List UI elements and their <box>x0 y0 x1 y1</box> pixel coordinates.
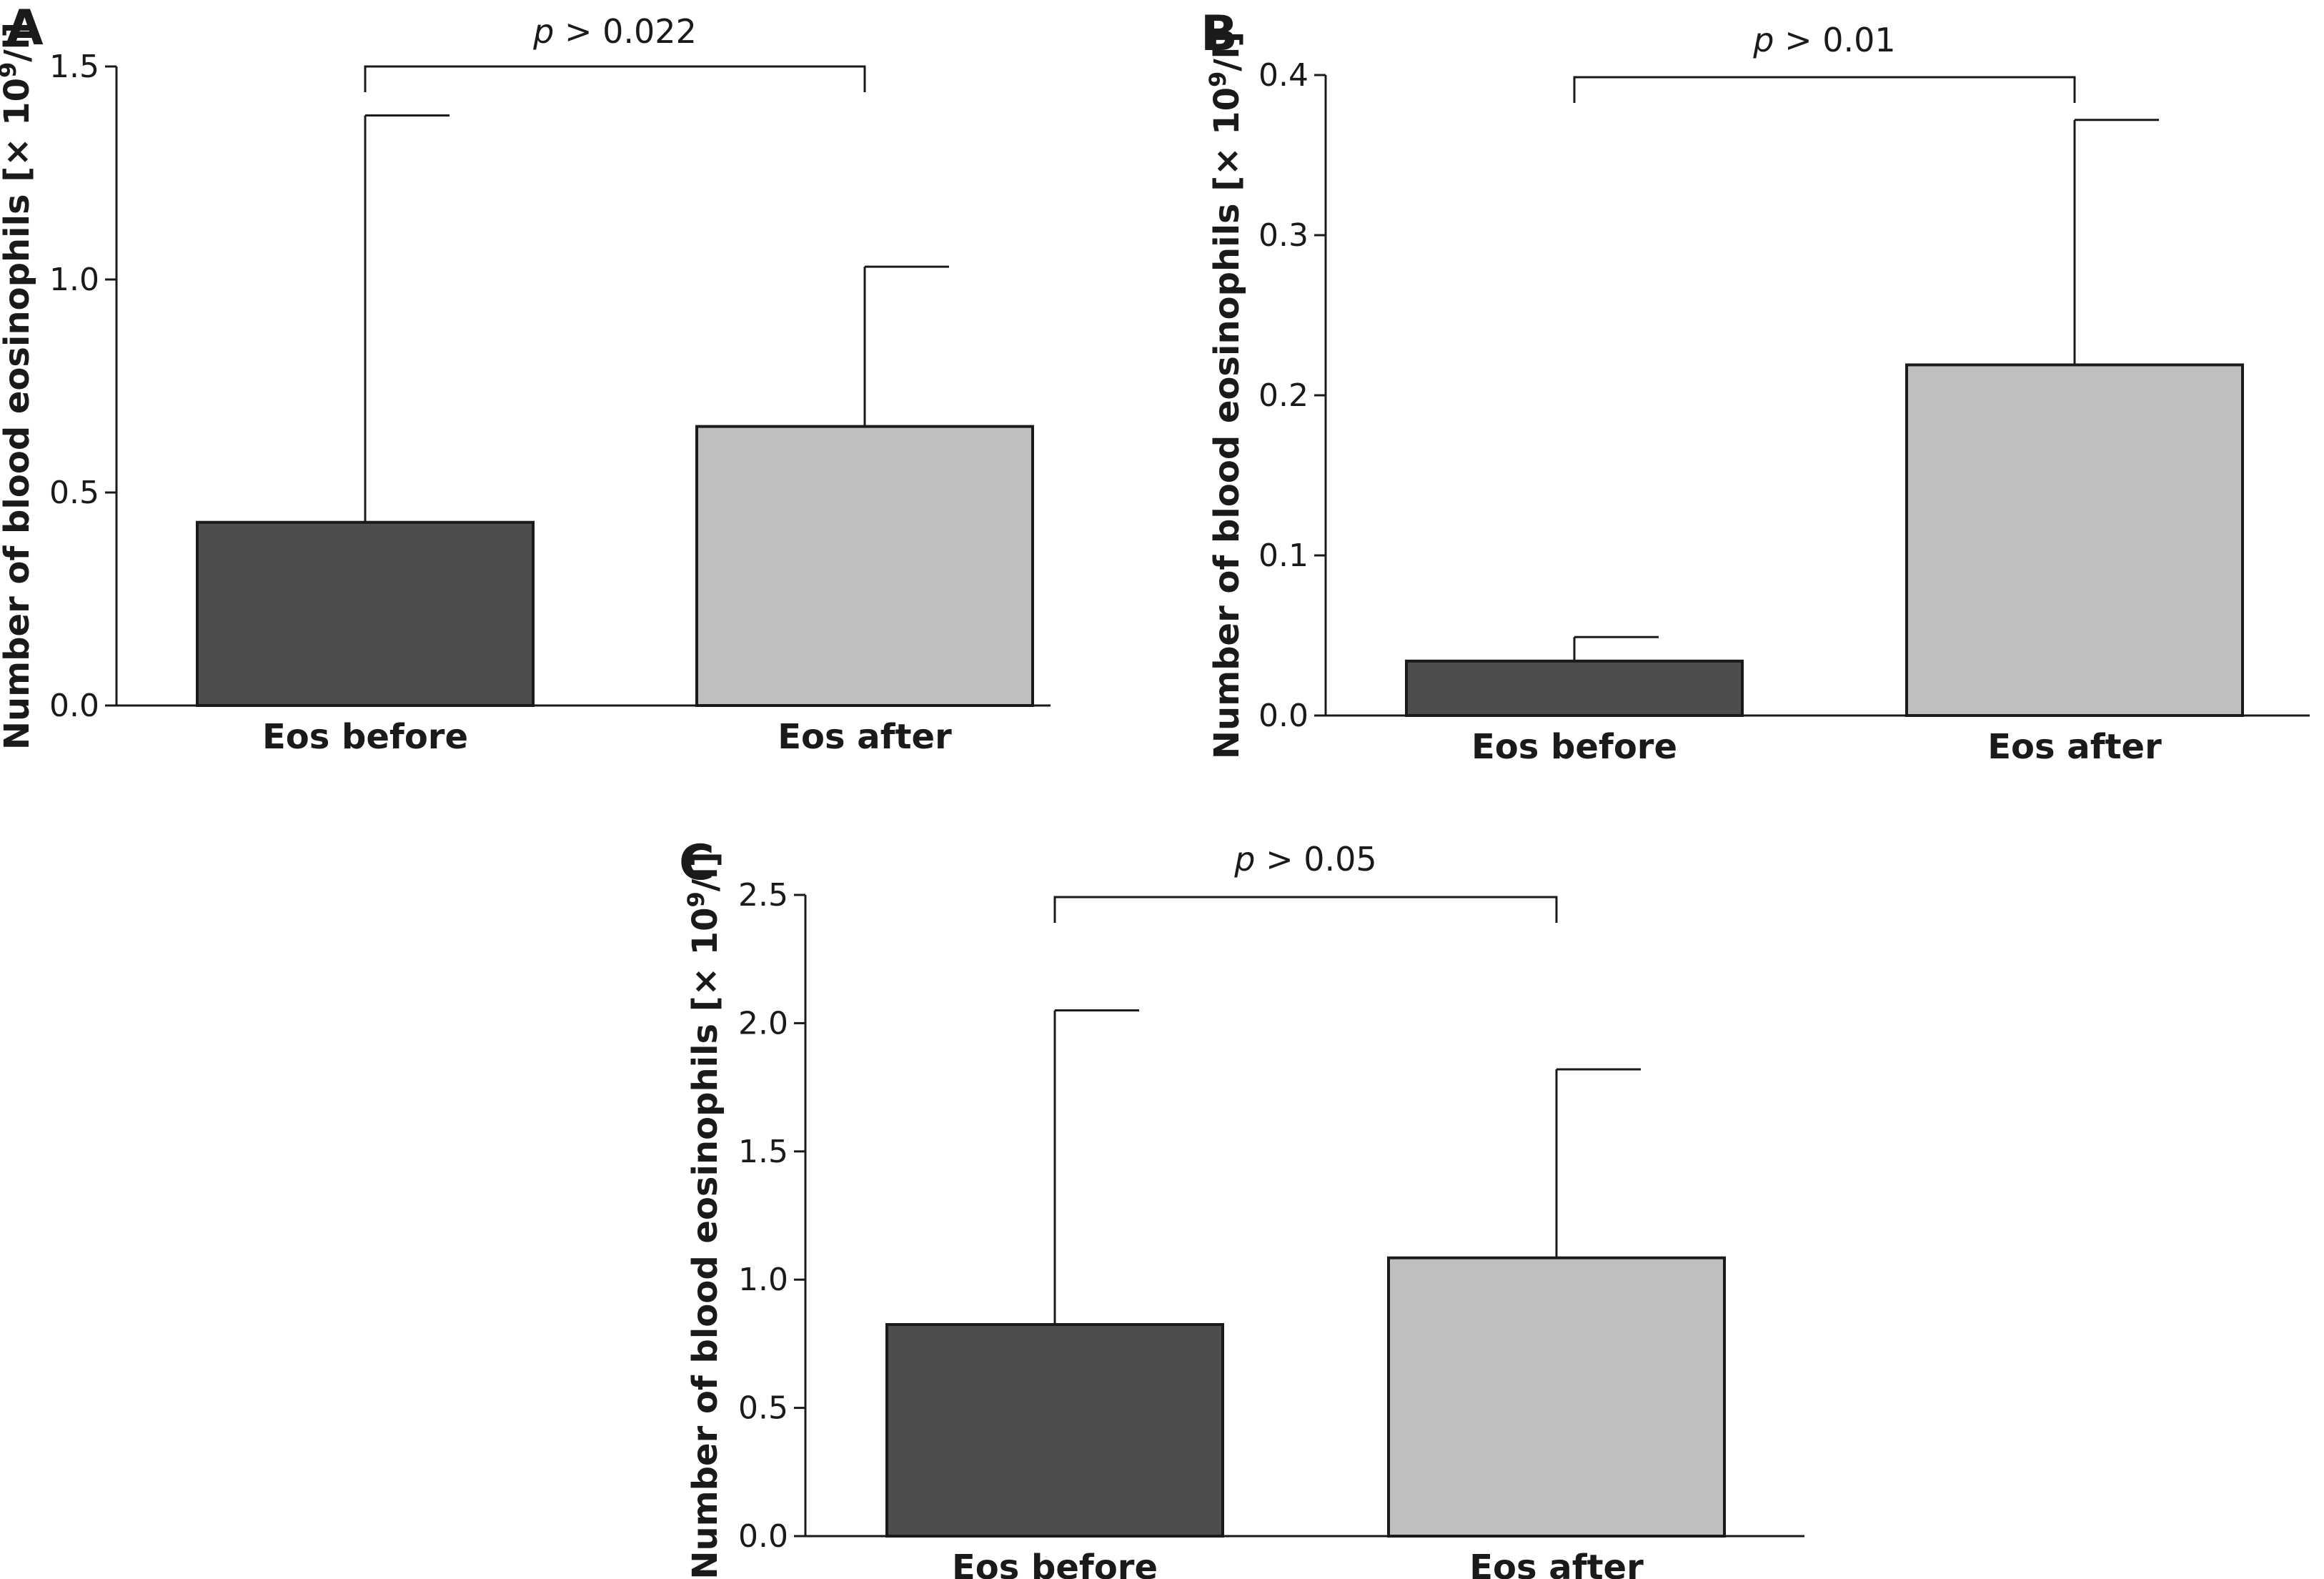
p-value-symbol: p <box>532 12 554 51</box>
y-tick-label: 1.5 <box>49 49 99 85</box>
bar-eos-before <box>1405 659 1744 718</box>
p-value-annotation: p > 0.01 <box>1752 21 1895 59</box>
panel-label: B <box>1201 6 1238 62</box>
category-label: Eos before <box>262 717 468 757</box>
bar-eos-after <box>1387 1256 1726 1538</box>
y-tick-label: 0.1 <box>1258 538 1309 574</box>
category-label: Eos after <box>778 717 952 757</box>
y-axis-title-superscript: 9 <box>682 891 710 907</box>
y-tick-label: 0.0 <box>1258 698 1309 734</box>
y-tick-label: 0.4 <box>1258 57 1309 94</box>
p-value-text: > 0.05 <box>1255 840 1376 878</box>
panel-label: C <box>679 835 715 891</box>
y-axis-title-unit: /l] <box>1207 31 1247 71</box>
bar-eos-before <box>196 520 535 707</box>
p-value-symbol: p <box>1752 21 1774 59</box>
y-axis-title: Number of blood eosinophils [× 109/l] <box>682 851 725 1579</box>
y-axis-title-unit: /l] <box>685 851 725 891</box>
p-value-annotation: p > 0.022 <box>532 12 697 51</box>
y-tick-label: 0.0 <box>49 688 99 724</box>
p-value-symbol: p <box>1233 840 1255 878</box>
significance-bracket <box>1573 76 2076 103</box>
y-tick-label: 1.0 <box>49 262 99 298</box>
y-tick-label: 0.0 <box>738 1518 788 1555</box>
y-axis-title-unit: /l] <box>0 22 37 62</box>
category-label: Eos after <box>1469 1548 1644 1579</box>
y-tick-label: 2.5 <box>738 877 788 914</box>
y-tick-label: 0.5 <box>49 475 99 511</box>
panel-b: B 0.0 0.1 0.2 0.3 0.4 Number of blood eosinoph… <box>1201 6 2310 767</box>
p-value-annotation: p > 0.05 <box>1233 840 1376 878</box>
bar-eos-after <box>695 425 1034 707</box>
y-tick-label: 0.3 <box>1258 217 1309 254</box>
y-tick-label: 0.5 <box>738 1390 788 1427</box>
p-value-text: > 0.022 <box>554 12 696 51</box>
y-axis-title: Number of blood eosinophils [× 109/l] <box>1204 31 1247 759</box>
bar-eos-after <box>1905 363 2244 717</box>
y-tick-label: 1.0 <box>738 1262 788 1298</box>
y-tick-label: 1.5 <box>738 1134 788 1170</box>
y-tick-label: 0.2 <box>1258 377 1309 414</box>
y-axis-title: Number of blood eosinophils [× 109/l] <box>0 22 37 750</box>
category-label: Eos after <box>1987 727 2162 767</box>
y-axis-title-superscript: 9 <box>0 62 21 78</box>
y-tick-label: 2.0 <box>738 1005 788 1041</box>
significance-bracket <box>364 65 866 92</box>
p-value-text: > 0.01 <box>1774 21 1895 59</box>
y-axis-title-superscript: 9 <box>1204 71 1231 87</box>
y-axis-title-text: Number of blood eosinophils [× 10 <box>1207 87 1247 759</box>
panel-label: A <box>6 0 44 56</box>
bar-eos-before <box>885 1322 1224 1538</box>
significance-bracket <box>1053 896 1558 923</box>
panel-a: A 0.0 0.5 1.0 1.5 Number of blood eosinophils… <box>0 0 1051 757</box>
category-label: Eos before <box>952 1548 1158 1579</box>
y-axis-title-text: Number of blood eosinophils [× 10 <box>685 908 725 1579</box>
category-label: Eos before <box>1471 727 1677 767</box>
panel-c: C 0.0 0.5 1.0 1.5 2.0 2.5 Number of blood eosin… <box>679 835 1804 1579</box>
y-axis-title-text: Number of blood eosinophils [× 10 <box>0 78 37 750</box>
